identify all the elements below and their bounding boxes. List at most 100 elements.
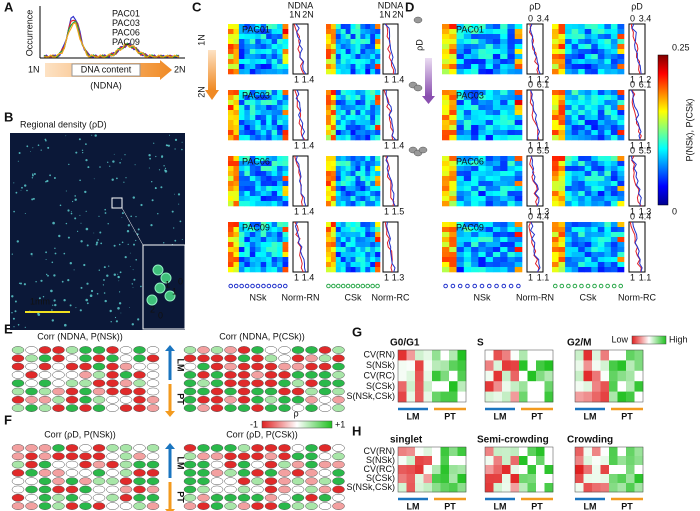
heat-cell	[463, 39, 472, 45]
heat-cell	[249, 242, 256, 248]
heat-cell	[617, 267, 625, 273]
heat-cell	[335, 262, 342, 268]
heat-cell	[552, 100, 559, 106]
heat-cell	[375, 237, 381, 243]
cell	[85, 143, 87, 146]
heat-cell	[492, 262, 501, 268]
heat-cell	[449, 120, 457, 126]
heat-cell	[492, 120, 501, 126]
corr-cell	[237, 460, 251, 469]
heat-cell	[398, 456, 407, 466]
heat-cell	[571, 34, 579, 40]
corr-cell	[278, 502, 291, 510]
heat-cell	[255, 69, 262, 75]
heat-cell	[255, 237, 262, 243]
heat-cell	[502, 360, 511, 372]
heat-cell	[592, 447, 601, 457]
heat-cell	[365, 105, 371, 111]
heat-cell	[266, 115, 272, 121]
heat-cell	[335, 24, 342, 30]
heat-cell	[449, 447, 458, 457]
heat-cell	[502, 447, 511, 457]
heat-cell	[597, 252, 605, 258]
ns-dot	[233, 283, 239, 289]
heat-cell	[485, 161, 494, 167]
heat-cell	[471, 201, 479, 207]
corr-cell	[11, 387, 25, 396]
cell	[74, 198, 77, 201]
cell	[44, 138, 47, 141]
group-label: LM	[584, 411, 597, 421]
cell	[64, 323, 67, 327]
heat-cell	[485, 447, 494, 457]
heat-cell	[578, 135, 586, 141]
heat-cell	[249, 130, 256, 136]
heat-cell	[514, 24, 523, 30]
heat-cell	[500, 54, 508, 60]
heat-cell	[340, 252, 346, 258]
corr-cell	[146, 404, 160, 412]
profile-title: NDNA	[288, 0, 314, 10]
heat-cell	[277, 242, 283, 248]
heat-cell	[492, 242, 501, 248]
heat-cell	[255, 176, 262, 182]
heat-cell	[326, 125, 332, 131]
corr-cell	[264, 485, 278, 494]
heat-cell	[604, 49, 612, 55]
cell	[31, 177, 34, 179]
heat-cell	[463, 135, 472, 141]
heat-cell	[584, 100, 592, 106]
corr-cell	[79, 379, 92, 388]
heat-cell	[355, 237, 361, 243]
heat-cell	[249, 110, 256, 116]
heat-cell	[500, 156, 508, 162]
heat-cell	[584, 267, 592, 273]
heat-cell	[350, 100, 356, 106]
heat-cell	[492, 161, 501, 167]
corr-cell	[106, 502, 119, 510]
cell	[140, 285, 142, 288]
heat-cell	[609, 465, 618, 475]
profile-line	[530, 89, 541, 141]
heat-cell	[492, 156, 501, 162]
heat-cell	[350, 59, 356, 65]
heat-cell	[610, 252, 618, 258]
heat-cell	[244, 135, 251, 141]
corr-cell	[38, 444, 52, 452]
heat-cell	[471, 191, 479, 197]
heat-cell	[544, 350, 554, 361]
heat-cell	[552, 181, 559, 187]
heat-cell	[514, 161, 523, 167]
heat-cell	[233, 176, 240, 182]
corr-cell	[197, 395, 210, 404]
tick-label: 1	[630, 140, 635, 150]
tick-label: 1	[384, 140, 389, 150]
heat-cell	[609, 456, 618, 466]
cell	[150, 224, 153, 227]
heat-cell	[233, 95, 240, 101]
heat-cell	[456, 222, 465, 228]
heat-cell	[355, 267, 361, 273]
heat-cell	[492, 201, 501, 207]
heat-cell	[330, 242, 337, 248]
heat-cell	[340, 166, 346, 172]
heat-cell	[228, 252, 234, 258]
heat-cell	[340, 191, 346, 197]
heat-cell	[365, 232, 371, 238]
heat-cell	[365, 29, 371, 35]
heat-cell	[350, 171, 356, 177]
row-label: CV(RC)	[364, 370, 396, 380]
heat-cell	[471, 49, 479, 55]
heat-cell	[340, 267, 346, 273]
heat-cell	[350, 227, 356, 233]
heat-cell	[228, 201, 234, 207]
corr-cell	[106, 404, 119, 412]
heat-cell	[514, 267, 523, 273]
heat-cell	[471, 135, 479, 141]
heat-cell	[355, 69, 361, 75]
heat-cell	[565, 59, 572, 65]
heat-cell	[271, 49, 278, 55]
heat-cell	[326, 100, 332, 106]
corr-cell	[146, 493, 160, 502]
heat-cell	[282, 267, 289, 273]
